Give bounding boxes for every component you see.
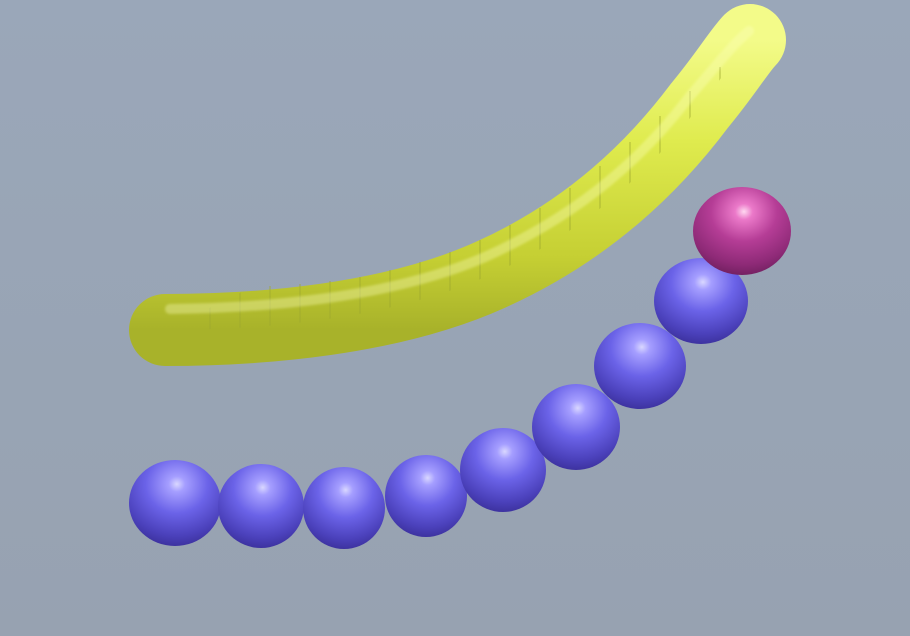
sphere-magenta: [693, 187, 791, 275]
sphere-blue-5: [460, 428, 546, 512]
sphere-blue-6: [532, 384, 620, 470]
sphere-blue-4: [385, 455, 467, 537]
yellow-tube: [129, 4, 786, 366]
sphere-blue-1: [129, 460, 221, 546]
sphere-blue-8: [654, 258, 748, 344]
tube-highlight: [165, 26, 754, 314]
sphere-blue-2: [218, 464, 304, 548]
sphere-blue-3: [303, 467, 385, 549]
tube-body: [129, 4, 786, 366]
sphere-chain: [129, 187, 791, 549]
sphere-blue-7: [594, 323, 686, 409]
